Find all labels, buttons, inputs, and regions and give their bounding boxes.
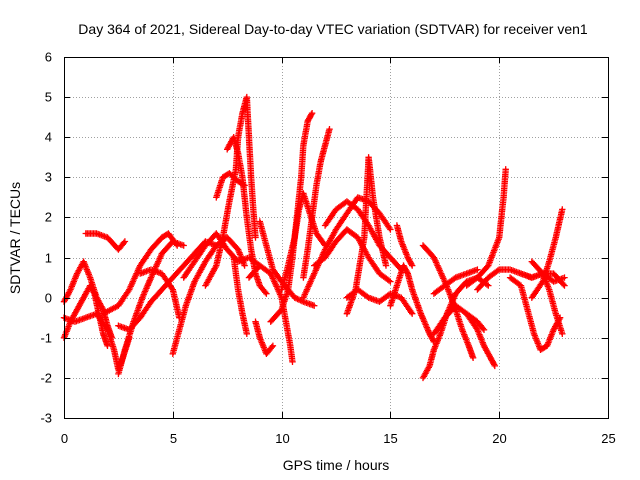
data-point	[120, 239, 127, 246]
y-tick-label: -1	[40, 331, 52, 346]
data-point	[387, 278, 394, 285]
x-tick-label: 10	[275, 431, 289, 446]
y-tick-label: 3	[45, 170, 52, 185]
y-tick-label: 5	[45, 90, 52, 105]
series-arc38	[517, 270, 568, 289]
data-point	[409, 262, 416, 269]
series-arc6	[100, 230, 181, 317]
x-tick-label: 5	[170, 431, 177, 446]
data-point	[408, 261, 415, 268]
data-point	[479, 325, 487, 332]
data-point	[382, 262, 390, 269]
y-tick-label: -3	[40, 411, 52, 426]
series-arc29	[419, 242, 477, 361]
series-arc8	[137, 266, 183, 321]
data-point	[474, 266, 481, 273]
data-point	[502, 166, 509, 173]
data-point	[387, 226, 394, 233]
data-point	[308, 110, 316, 117]
data-point	[243, 330, 250, 337]
series-arc32	[463, 166, 509, 289]
x-tick-label: 15	[383, 431, 397, 446]
data-point	[173, 241, 180, 248]
data-point	[174, 242, 181, 249]
series-arc5	[115, 238, 187, 378]
data-point	[308, 111, 315, 118]
data-point	[561, 282, 568, 289]
x-tick-label: 25	[601, 431, 615, 446]
series-arc14	[230, 254, 250, 337]
data-point	[252, 234, 259, 241]
data-point	[326, 126, 333, 133]
data-point	[311, 302, 318, 309]
series-arc20	[300, 126, 333, 281]
data-point	[494, 267, 501, 274]
y-tick-label: 4	[45, 130, 52, 145]
data-point	[559, 330, 566, 337]
data-point	[121, 238, 129, 245]
data-point	[403, 269, 411, 276]
y-tick-label: -2	[40, 371, 52, 386]
data-point	[294, 295, 301, 303]
y-tick-label: 6	[45, 50, 52, 65]
data-point	[409, 310, 416, 317]
series-arc13	[224, 134, 270, 297]
data-point	[289, 358, 296, 365]
grid-lines	[64, 57, 608, 418]
data-point	[559, 206, 566, 213]
series-arc31	[430, 266, 481, 297]
series-arc26	[387, 262, 438, 345]
data-point	[561, 274, 568, 281]
x-tick-label: 20	[492, 431, 506, 446]
data-point	[490, 361, 498, 368]
y-axis-label: SDTVAR / TECUs	[7, 182, 23, 294]
series-arc15	[252, 318, 277, 357]
data-point	[180, 242, 187, 249]
series-arc4	[82, 230, 129, 253]
data-point	[269, 342, 277, 349]
data-point	[241, 262, 248, 269]
data-point	[408, 309, 415, 316]
data-point	[560, 281, 567, 288]
data-point	[262, 289, 269, 296]
series-arc9	[169, 234, 248, 357]
series-arc27	[393, 222, 416, 269]
x-axis-label: GPS time / hours	[283, 457, 390, 473]
series-arc21	[300, 194, 394, 301]
y-tick-label: 2	[45, 210, 52, 225]
data-point	[480, 326, 488, 333]
y-axis-ticks: -3 -2 -1 0 1 2 3 4 5 6	[40, 50, 608, 426]
y-tick-label: 0	[45, 291, 52, 306]
x-axis-ticks: 0 5 10 15 20 25	[61, 57, 616, 446]
data-points	[60, 93, 568, 382]
series-arc17	[256, 218, 318, 309]
data-point	[491, 362, 498, 370]
data-point	[385, 277, 393, 284]
series-arc2	[60, 282, 111, 349]
series-arc25	[343, 154, 390, 317]
series-arc33	[463, 310, 498, 370]
data-point	[263, 290, 270, 297]
series-arc16	[245, 262, 296, 365]
data-point	[469, 354, 477, 361]
data-point	[90, 289, 97, 296]
series-arc12	[213, 170, 248, 201]
data-point	[485, 282, 492, 289]
data-point	[104, 342, 111, 349]
data-point	[168, 285, 175, 292]
series-arc35	[506, 274, 564, 353]
series-arc37	[528, 206, 566, 301]
chart-title: Day 364 of 2021, Sidereal Day-to-day VTE…	[78, 21, 588, 37]
y-tick-label: 1	[45, 251, 52, 266]
plot-frame	[64, 57, 609, 419]
x-tick-label: 0	[61, 431, 68, 446]
data-point	[268, 343, 275, 351]
